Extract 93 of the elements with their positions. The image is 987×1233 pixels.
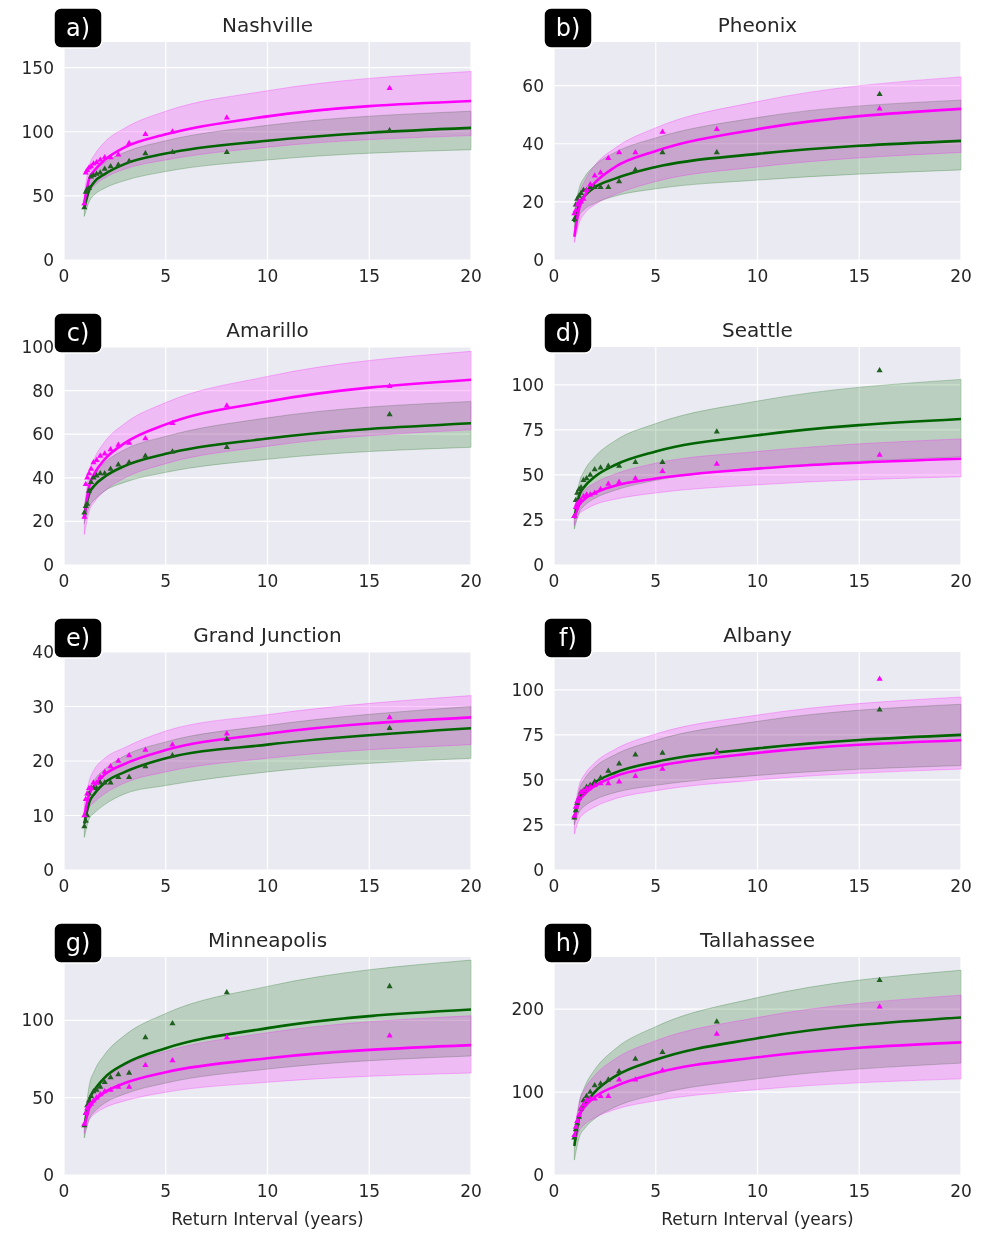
annotation: b) bbox=[555, 14, 581, 42]
annotation: h) bbox=[555, 929, 581, 957]
y-tick-label: 20 bbox=[522, 191, 544, 212]
y-tick-label: 50 bbox=[32, 1087, 54, 1108]
y-tick-label: 25 bbox=[522, 509, 544, 530]
x-tick-label: 15 bbox=[358, 876, 381, 896]
x-tick-label: 0 bbox=[58, 266, 70, 286]
x-tick-label: 0 bbox=[58, 1181, 70, 1201]
y-tick-label: 75 bbox=[522, 419, 544, 440]
y-tick-label: 10 bbox=[32, 805, 54, 826]
x-tick-label: 10 bbox=[256, 876, 279, 896]
x-tick-label: 5 bbox=[650, 876, 662, 896]
y-tick-label: 0 bbox=[533, 555, 544, 575]
y-tick-label: 150 bbox=[21, 57, 54, 78]
y-tick-label: 40 bbox=[522, 133, 544, 154]
y-tick-label: 0 bbox=[43, 250, 54, 270]
chart-title: Albany bbox=[723, 623, 793, 647]
y-tick-label: 30 bbox=[32, 696, 54, 717]
x-tick-label: 0 bbox=[548, 876, 560, 896]
x-tick-label: 15 bbox=[848, 1181, 871, 1201]
y-tick-label: 0 bbox=[43, 860, 54, 880]
x-tick-label: 0 bbox=[548, 266, 560, 286]
text: g) bbox=[65, 929, 91, 957]
y-tick-label: 100 bbox=[511, 374, 544, 395]
chart-title: Pheonix bbox=[717, 13, 798, 37]
y-tick-label: 100 bbox=[21, 337, 54, 357]
y-tick-label: 100 bbox=[511, 1082, 544, 1103]
chart-title: Seattle bbox=[722, 318, 793, 342]
x-tick-label: 10 bbox=[256, 266, 279, 286]
x-axis-title: Return Interval (years) bbox=[171, 1209, 364, 1229]
chart-title: Minneapolis bbox=[207, 928, 328, 952]
x-tick-label: 0 bbox=[58, 571, 70, 591]
y-tick-label: 0 bbox=[533, 860, 544, 880]
x-tick-label: 20 bbox=[460, 1181, 482, 1201]
x-tick-label: 20 bbox=[460, 571, 482, 591]
x-tick-label: 5 bbox=[160, 571, 172, 591]
x-tick-label: 20 bbox=[460, 876, 482, 896]
chart-title: Grand Junction bbox=[193, 623, 342, 647]
x-tick-label: 15 bbox=[358, 1181, 381, 1201]
y-tick-label: 100 bbox=[511, 679, 544, 700]
y-tick-label: 0 bbox=[533, 250, 544, 270]
x-tick-label: 20 bbox=[950, 1181, 972, 1201]
x-tick-label: 10 bbox=[746, 266, 769, 286]
x-tick-label: 15 bbox=[848, 266, 871, 286]
chart-title: Nashville bbox=[221, 13, 314, 37]
y-tick-label: 80 bbox=[32, 380, 54, 401]
x-tick-label: 10 bbox=[746, 571, 769, 591]
x-tick-label: 0 bbox=[58, 876, 70, 896]
text: a) bbox=[65, 14, 91, 42]
x-tick-label: 15 bbox=[358, 571, 381, 591]
y-tick-label: 200 bbox=[511, 999, 544, 1020]
x-tick-label: 0 bbox=[548, 571, 560, 591]
y-tick-label: 40 bbox=[32, 467, 54, 488]
y-tick-label: 75 bbox=[522, 724, 544, 745]
x-tick-label: 20 bbox=[950, 876, 972, 896]
annotation: c) bbox=[66, 319, 90, 347]
annotation: f) bbox=[559, 624, 577, 652]
y-tick-label: 60 bbox=[522, 75, 544, 96]
y-tick-label: 60 bbox=[32, 424, 54, 445]
x-tick-label: 5 bbox=[160, 876, 172, 896]
y-tick-label: 100 bbox=[21, 1010, 54, 1031]
x-tick-label: 15 bbox=[848, 876, 871, 896]
y-tick-label: 20 bbox=[32, 511, 54, 532]
x-tick-label: 15 bbox=[358, 266, 381, 286]
x-tick-label: 0 bbox=[548, 1181, 560, 1201]
x-tick-label: 5 bbox=[650, 571, 662, 591]
x-tick-label: 5 bbox=[160, 1181, 172, 1201]
y-tick-label: 0 bbox=[43, 555, 54, 575]
x-tick-label: 20 bbox=[950, 266, 972, 286]
y-tick-label: 0 bbox=[533, 1165, 544, 1185]
x-tick-label: 15 bbox=[848, 571, 871, 591]
chart-title: Amarillo bbox=[226, 318, 309, 342]
y-tick-label: 50 bbox=[522, 769, 544, 790]
y-tick-label: 100 bbox=[21, 121, 54, 142]
x-tick-label: 5 bbox=[160, 266, 172, 286]
x-axis-title: Return Interval (years) bbox=[661, 1209, 854, 1229]
x-tick-label: 10 bbox=[746, 1181, 769, 1201]
x-tick-label: 20 bbox=[460, 266, 482, 286]
x-tick-label: 10 bbox=[256, 571, 279, 591]
y-tick-label: 40 bbox=[32, 642, 54, 662]
x-tick-label: 5 bbox=[650, 1181, 662, 1201]
x-tick-label: 10 bbox=[256, 1181, 279, 1201]
x-tick-label: 5 bbox=[650, 266, 662, 286]
y-tick-label: 0 bbox=[43, 1165, 54, 1185]
y-tick-label: 25 bbox=[522, 814, 544, 835]
y-tick-label: 20 bbox=[32, 751, 54, 771]
y-tick-label: 50 bbox=[522, 464, 544, 485]
annotation: d) bbox=[555, 319, 581, 347]
annotation: e) bbox=[65, 624, 91, 652]
x-tick-label: 10 bbox=[746, 876, 769, 896]
x-tick-label: 20 bbox=[950, 571, 972, 591]
y-tick-label: 50 bbox=[32, 185, 54, 206]
chart-title: Tallahassee bbox=[699, 928, 815, 952]
